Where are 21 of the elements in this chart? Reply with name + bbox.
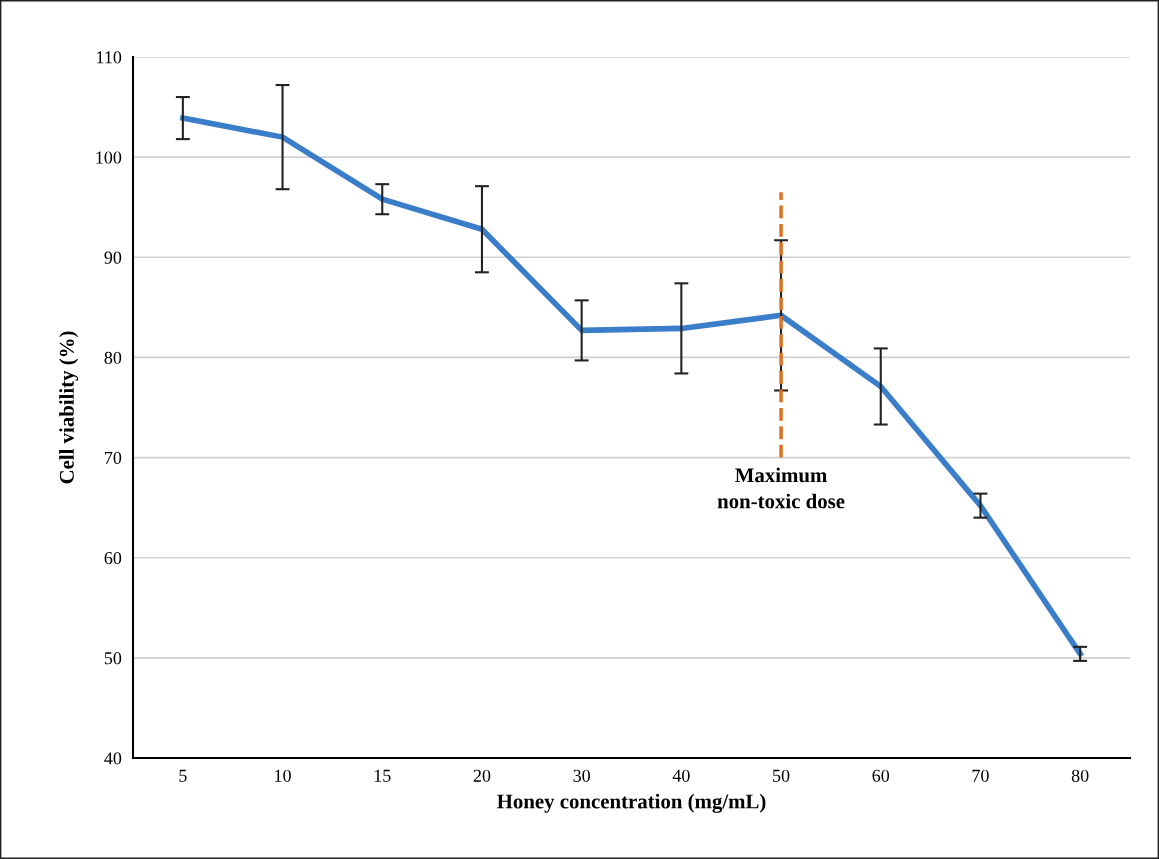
x-tick-label: 70 — [972, 769, 989, 782]
y-tick-label: 90 — [104, 251, 122, 264]
y-tick-label: 70 — [105, 451, 122, 465]
y-tick-label: 40 — [104, 752, 122, 765]
x-tick-label: 10 — [275, 769, 291, 782]
x-tick-label: 20 — [473, 769, 491, 782]
y-tick-label: 100 — [96, 151, 122, 164]
x-axis-title: Honey concentration (mg/mL) — [497, 793, 766, 813]
x-tick-label: 40 — [672, 769, 690, 782]
y-tick-label: 110 — [97, 51, 122, 64]
x-tick-label: 60 — [872, 769, 890, 782]
x-tick-label: 5 — [179, 769, 187, 782]
x-tick-label: 30 — [573, 769, 590, 782]
y-tick-label: 60 — [104, 551, 122, 565]
x-tick-label: 15 — [374, 769, 391, 782]
y-tick-label: 50 — [104, 652, 122, 665]
y-axis-title: Cell viability (%) — [59, 331, 79, 484]
x-tick-label: 80 — [1071, 769, 1089, 782]
y-tick-label: 80 — [104, 351, 122, 364]
ref-line-label: Maximum non-toxic dose — [717, 467, 845, 509]
x-tick-label: 50 — [773, 769, 790, 782]
